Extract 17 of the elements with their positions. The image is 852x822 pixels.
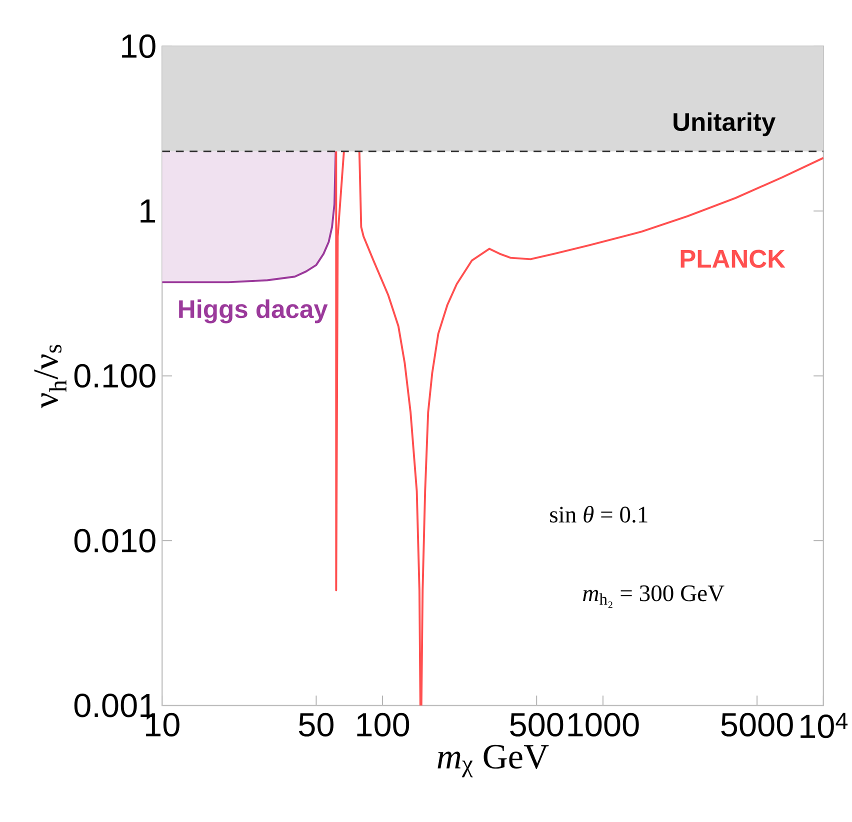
y-tick-label: 0.100	[74, 364, 156, 388]
x-tick-label: 100	[357, 712, 410, 736]
series-label: PLANCK	[680, 250, 786, 268]
y-tick-label: 10	[122, 34, 156, 58]
y-axis-title: ν$_{h}$/ν$_{s}$	[34, 344, 66, 408]
x-tick-label: 5000	[721, 712, 793, 736]
x-tick-label: 500	[510, 712, 564, 736]
band-label: Unitarity	[674, 112, 776, 136]
series-label: Higgs dacay	[179, 299, 328, 324]
y-tick-label: 0.010	[74, 528, 156, 552]
x-tick-label: 10$^{4}$	[800, 712, 848, 738]
annotation: m$_{h₂}$ = 300 GeV	[583, 585, 724, 608]
annotation: sin θ = 0.1	[550, 506, 648, 523]
x-tick-label: 1000	[568, 712, 639, 736]
y-tick-label: 1	[140, 199, 156, 222]
x-axis-title: m$_{χ}$ GeV	[438, 744, 549, 778]
x-tick-label: 50	[298, 712, 334, 736]
